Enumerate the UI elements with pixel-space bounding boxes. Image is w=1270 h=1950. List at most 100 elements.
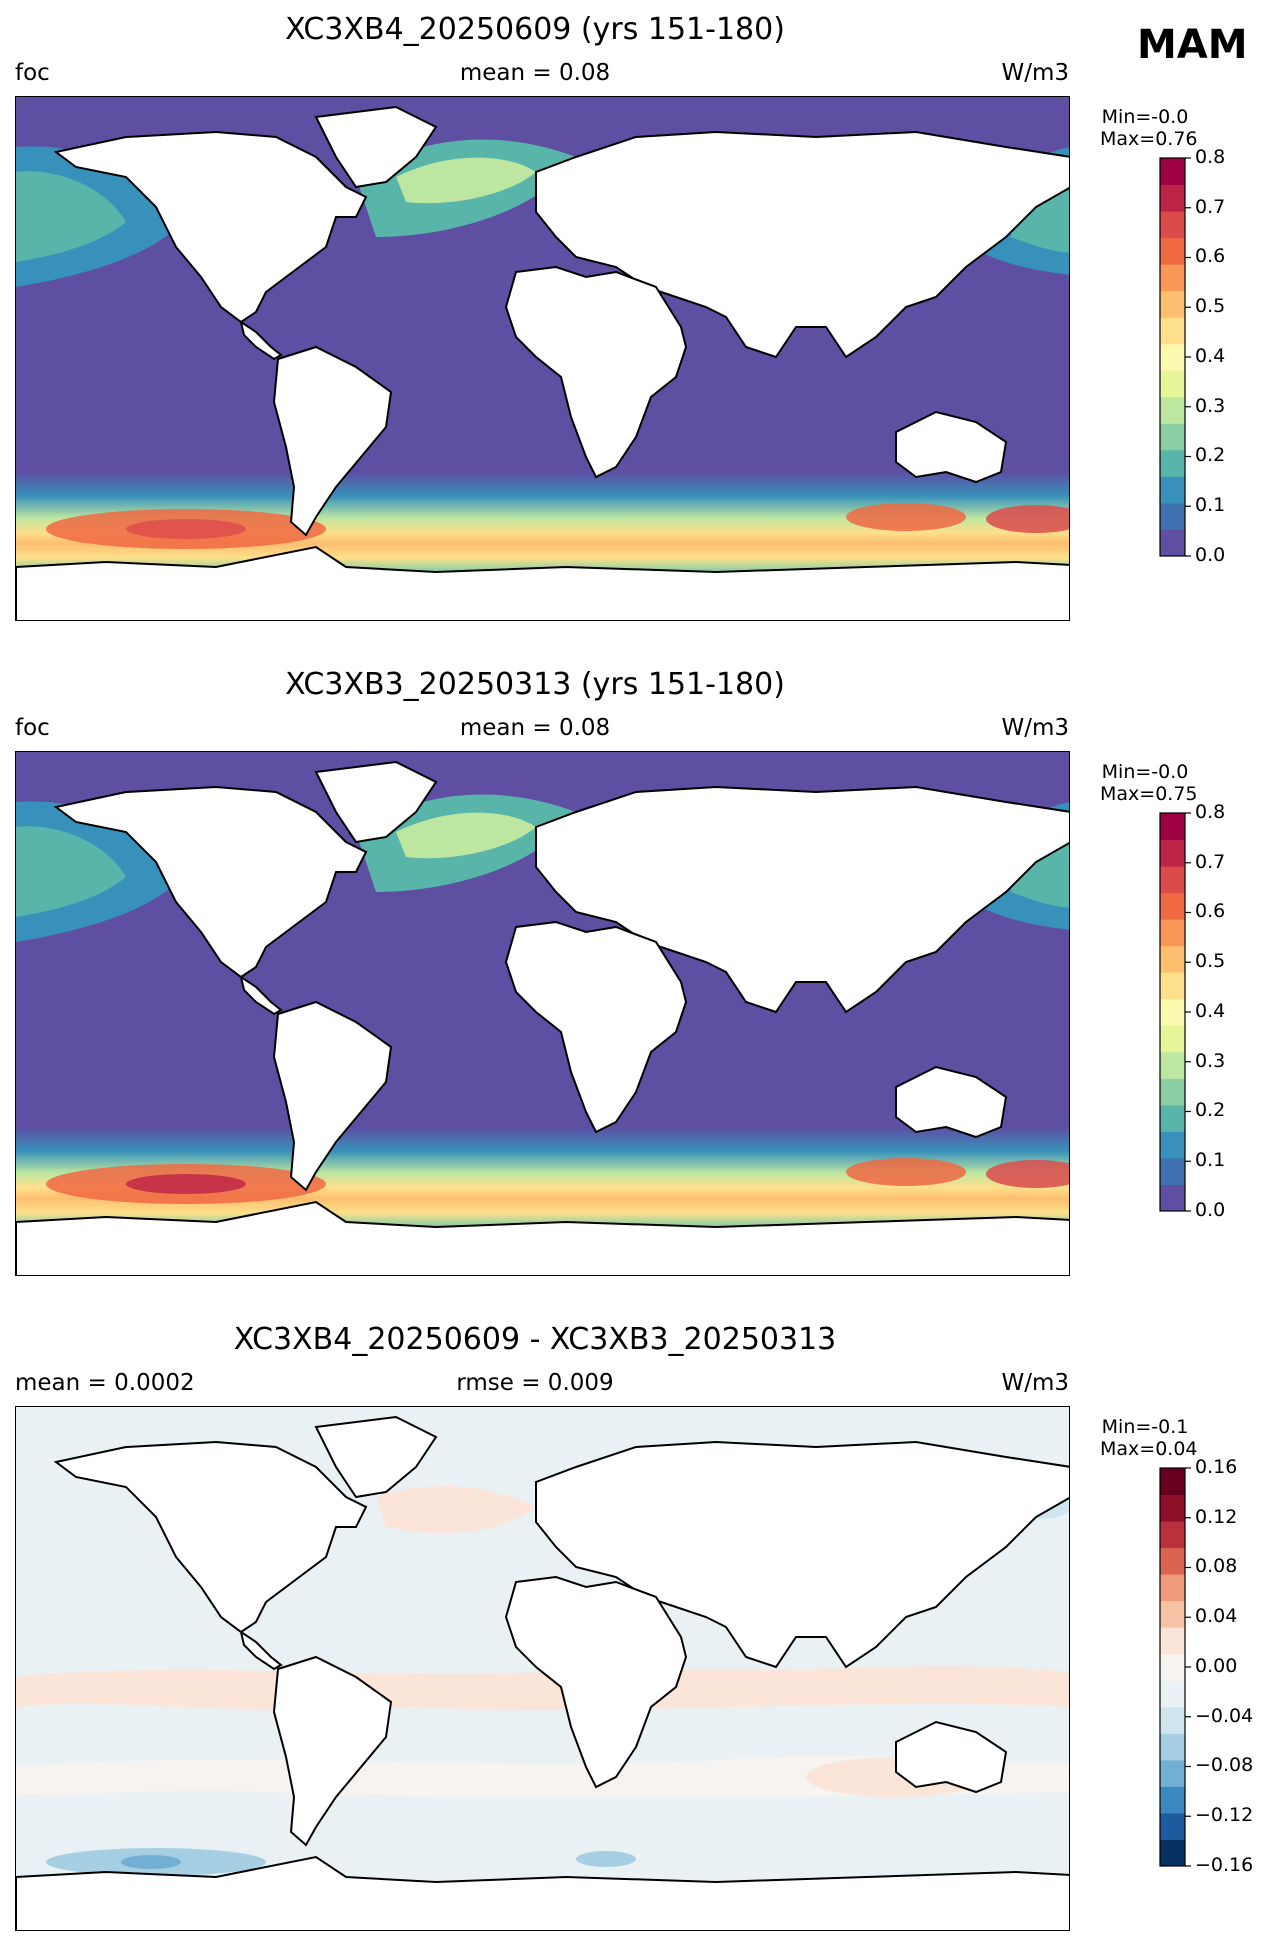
units-label: W/m3 (1001, 1370, 1069, 1396)
colorbar-tick: 0.00 (1195, 1655, 1238, 1677)
south-pacific-core (126, 519, 246, 539)
colorbar-swatch (1160, 1521, 1185, 1549)
max-label: Max=0.76 (1100, 128, 1198, 150)
north-atlantic-core (396, 812, 536, 859)
positive-south (16, 1755, 1069, 1798)
colorbar-tick: 0.0 (1195, 1199, 1226, 1221)
colorbar-swatch (1160, 892, 1185, 920)
colorbar-swatch (1160, 343, 1185, 371)
north-pacific-core (16, 171, 126, 262)
north-america (53, 130, 368, 324)
continents (16, 1415, 1069, 1930)
colorbar-tick: −0.16 (1195, 1854, 1254, 1876)
mean-label: mean = 0.08 (459, 715, 611, 741)
central-america (239, 319, 283, 361)
africa (504, 920, 688, 1134)
greenland (314, 1415, 438, 1499)
africa (504, 265, 688, 479)
south-east-max (986, 1160, 1069, 1188)
colorbar-swatch (1160, 972, 1185, 1000)
colorbar-swatch (1160, 1706, 1185, 1734)
units-label: W/m3 (1001, 715, 1069, 741)
colorbar-tick: 0.12 (1195, 1506, 1238, 1528)
north-america (53, 785, 368, 979)
colorbar-swatch (1160, 839, 1185, 867)
colorbar-swatch (1160, 1786, 1185, 1814)
colorbar-tick: 0.04 (1195, 1605, 1238, 1627)
colorbar-tick: 0.0 (1195, 544, 1226, 566)
difference-map-panel: XC3XB4_20250609 - XC3XB3_20250313 mean =… (0, 1310, 1270, 1950)
min-max-label: Min=-0.0 Max=0.76 (1100, 106, 1198, 150)
min-label: Min=-0.1 (1101, 1416, 1189, 1438)
colorbar-swatch (1160, 1131, 1185, 1159)
colorbar-swatch (1160, 423, 1185, 451)
colorbar-swatches (1159, 812, 1191, 1212)
north-pacific-core (16, 826, 126, 917)
colorbar-swatch (1160, 184, 1185, 212)
colorbar-swatch (1160, 317, 1185, 345)
world-map (15, 1406, 1070, 1931)
world-map (15, 96, 1070, 621)
negative-south-east (576, 1851, 636, 1867)
south-indian-max (846, 1158, 966, 1186)
min-label: Min=-0.0 (1101, 761, 1189, 783)
colorbar-tick: 0.1 (1195, 1149, 1226, 1171)
colorbar-tick: 0.5 (1195, 295, 1226, 317)
colorbar-swatch (1160, 1078, 1185, 1106)
mean-label: mean = 0.0002 (15, 1370, 195, 1396)
south-america (272, 1000, 393, 1192)
continents (16, 105, 1069, 620)
central-america (239, 974, 283, 1016)
map-panel-1: XC3XB4_20250609 (yrs 151-180) foc mean =… (0, 0, 1270, 640)
colorbar-swatch (1160, 1759, 1185, 1787)
colorbar-tick: 0.3 (1195, 1050, 1226, 1072)
antarctica (16, 1200, 1069, 1275)
colorbar-border (1159, 157, 1186, 557)
colorbar-swatch (1160, 396, 1185, 424)
colorbar-swatch (1160, 1025, 1185, 1053)
colorbar-swatch (1160, 264, 1185, 292)
north-america (53, 1440, 368, 1634)
panel-title: XC3XB4_20250609 - XC3XB3_20250313 (233, 1322, 837, 1357)
colorbar-border (1159, 1467, 1186, 1867)
colorbar-swatch (1160, 1574, 1185, 1602)
africa (504, 1575, 688, 1789)
colorbar-swatch (1160, 1104, 1185, 1132)
min-max-label: Min=-0.0 Max=0.75 (1100, 761, 1198, 805)
colorbar-tick: −0.04 (1195, 1705, 1254, 1727)
colorbar-swatch (1160, 476, 1185, 504)
season-label: MAM (1137, 22, 1248, 68)
south-east-max (986, 505, 1069, 533)
colorbar-tick: 0.16 (1195, 1456, 1238, 1478)
panel-title: XC3XB4_20250609 (yrs 151-180) (285, 12, 785, 47)
continents (16, 760, 1069, 1275)
rmse-label: rmse = 0.009 (456, 1370, 614, 1396)
north-atlantic-core (396, 157, 536, 204)
colorbar-swatch (1160, 1627, 1185, 1655)
colorbar-swatch (1160, 529, 1185, 557)
colorbar-tick: 0.2 (1195, 1099, 1226, 1121)
colorbar-swatch (1160, 1600, 1185, 1628)
panel-title: XC3XB3_20250313 (yrs 151-180) (285, 667, 785, 702)
colorbar-tick: −0.12 (1195, 1804, 1254, 1826)
colorbar-swatch (1160, 813, 1185, 841)
colorbar-swatch (1160, 1733, 1185, 1761)
colorbar-swatch (1160, 1184, 1185, 1212)
greenland (314, 105, 438, 189)
colorbar-swatch (1160, 919, 1185, 947)
colorbar-tick: −0.08 (1195, 1754, 1254, 1776)
colorbar-tick: 0.8 (1195, 801, 1226, 823)
variable-label: foc (15, 60, 50, 86)
colorbar (1159, 812, 1191, 1212)
south-indian-max (846, 503, 966, 531)
units-label: W/m3 (1001, 60, 1069, 86)
colorbar-swatches (1159, 1467, 1191, 1867)
max-label: Max=0.75 (1100, 783, 1198, 805)
map-field (16, 752, 1069, 1275)
colorbar-swatch (1160, 866, 1185, 894)
colorbar-tick: 0.3 (1195, 395, 1226, 417)
south-pacific-core (126, 1174, 246, 1194)
colorbar-tick: 0.8 (1195, 146, 1226, 168)
colorbar-swatch (1160, 998, 1185, 1026)
colorbar-swatch (1160, 1051, 1185, 1079)
